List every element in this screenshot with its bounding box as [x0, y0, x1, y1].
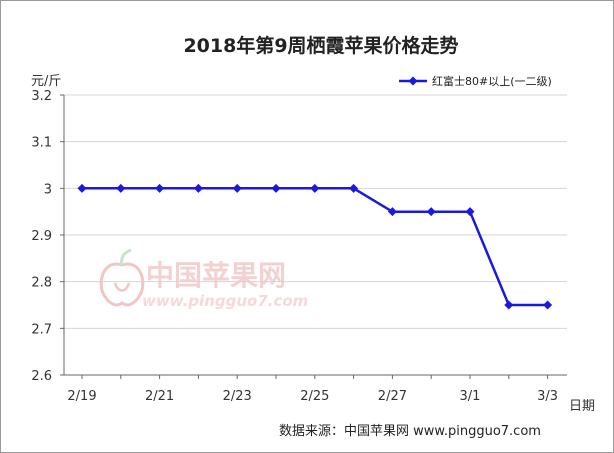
x-tick-label: 2/19	[67, 389, 96, 404]
x-tick-label: 2/23	[223, 389, 252, 404]
x-tick-label: 2/27	[378, 389, 407, 404]
data-point	[387, 207, 397, 217]
y-axis-label: 元/斤	[31, 74, 61, 89]
data-point	[193, 183, 203, 193]
legend: 红富士80#以上(一二级)	[399, 74, 552, 88]
x-tick-label: 3/3	[537, 389, 558, 404]
data-point	[543, 300, 553, 310]
legend-label: 红富士80#以上(一二级)	[432, 74, 552, 88]
watermark: 中国苹果网 www.pingguo7.com	[99, 248, 308, 310]
x-tick-label: 3/1	[460, 389, 481, 404]
data-point	[116, 183, 126, 193]
y-tick-label: 3	[44, 182, 52, 197]
data-point	[77, 183, 87, 193]
source-note: 数据来源：中国苹果网 www.pingguo7.com	[279, 424, 541, 439]
series-layer	[77, 183, 553, 310]
legend-marker	[408, 76, 418, 86]
data-point	[310, 183, 320, 193]
x-axis-label: 日期	[569, 399, 595, 414]
y-tick-label: 2.8	[31, 276, 52, 291]
y-tick-label: 2.9	[31, 229, 52, 244]
data-point	[155, 183, 165, 193]
apple-logo-icon	[99, 248, 145, 307]
axes-layer: 3.2 3.1 3 2.9 2.8 2.7 2.6 2/19 2/21 2/23 2/25 2/27 3…	[31, 89, 567, 404]
data-point	[465, 207, 475, 217]
watermark-url: www.pingguo7.com	[142, 292, 308, 310]
x-tick-label: 2/21	[145, 389, 174, 404]
data-point	[426, 207, 436, 217]
x-tick-label: 2/25	[300, 389, 329, 404]
watermark-name: 中国苹果网	[146, 259, 286, 292]
data-point	[504, 300, 514, 310]
data-point	[232, 183, 242, 193]
y-tick-label: 3.1	[31, 136, 52, 151]
data-point	[271, 183, 281, 193]
y-tick-label: 2.6	[31, 369, 52, 384]
data-point	[349, 183, 359, 193]
y-tick-label: 2.7	[31, 322, 52, 337]
y-tick-label: 3.2	[31, 89, 52, 104]
chart-title: 2018年第9周栖霞苹果价格走势	[183, 34, 458, 57]
